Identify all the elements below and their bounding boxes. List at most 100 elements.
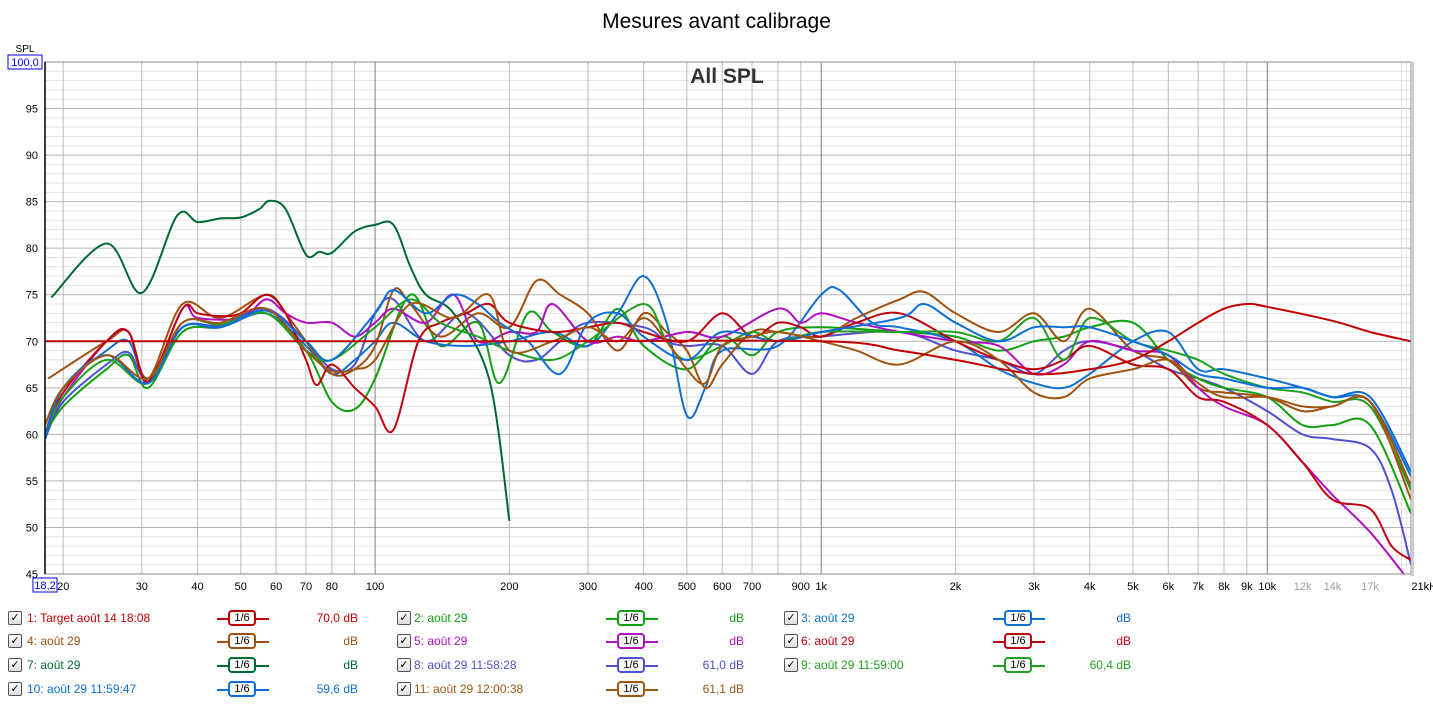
x-tick-label: 12k	[1294, 581, 1312, 593]
smoothing-label: 1/6	[1004, 657, 1032, 673]
level-value: dB	[343, 658, 358, 672]
smoothing-button[interactable]: 1/6	[993, 632, 1045, 652]
x-tick-label: 1k	[815, 581, 827, 593]
legend-label[interactable]: 5: août 29	[414, 634, 468, 648]
x-tick-label: 4k	[1084, 581, 1096, 593]
legend-item-8: ✓ 8: août 29 11:58:28 1/6 61,0 dB	[0, 656, 1433, 676]
legend-label[interactable]: 1: Target août 14 18:08	[27, 611, 151, 625]
x-tick-label: 40	[191, 581, 203, 593]
x-tick-label: 700	[743, 581, 761, 593]
legend-label[interactable]: 6: août 29	[801, 634, 855, 648]
y-tick-label: 90	[26, 150, 38, 162]
smoothing-label: 1/6	[228, 681, 256, 697]
x-tick-label: 17k	[1361, 581, 1379, 593]
legend-label[interactable]: 10: août 29 11:59:47	[27, 682, 137, 696]
visibility-checkbox[interactable]: ✓	[397, 658, 411, 672]
smoothing-button[interactable]: 1/6	[993, 656, 1045, 676]
legend-label[interactable]: 2: août 29	[414, 611, 468, 625]
plot-shadow	[1411, 62, 1414, 576]
legend-item-11: ✓ 11: août 29 12:00:38 1/6 61,1 dB	[0, 680, 1433, 700]
legend-item-3: ✓ 3: août 29 1/6 dB	[0, 609, 1433, 629]
x-tick-label: 900	[792, 581, 810, 593]
series-line-11	[45, 293, 1411, 500]
x-tick-label: 80	[326, 581, 338, 593]
smoothing-button[interactable]: 1/6	[217, 632, 269, 652]
smoothing-label: 1/6	[617, 633, 645, 649]
y-tick-label: 70	[26, 336, 38, 348]
y-tick-label: 60	[26, 429, 38, 441]
visibility-checkbox[interactable]: ✓	[8, 658, 22, 672]
x-tick-label: 400	[634, 581, 652, 593]
x-tick-label: 10k	[1258, 581, 1276, 593]
smoothing-label: 1/6	[1004, 610, 1032, 626]
legend-label[interactable]: 4: août 29	[27, 634, 81, 648]
smoothing-button[interactable]: 1/6	[606, 632, 658, 652]
smoothing-label: 1/6	[617, 657, 645, 673]
legend-label[interactable]: 7: août 29	[27, 658, 81, 672]
x-tick-label: 7k	[1192, 581, 1204, 593]
level-value: dB	[1116, 611, 1131, 625]
legend-label[interactable]: 3: août 29	[801, 611, 855, 625]
y-tick-label: 65	[26, 383, 38, 395]
legend-item-1: ✓ 1: Target août 14 18:08 1/6 70,0 dB	[0, 609, 1433, 629]
y-tick-label: 50	[26, 522, 38, 534]
x-min-box	[32, 577, 58, 593]
x-tick-label: 6k	[1162, 581, 1174, 593]
visibility-checkbox[interactable]: ✓	[397, 611, 411, 625]
level-value: 61,0 dB	[702, 658, 744, 672]
visibility-checkbox[interactable]: ✓	[784, 658, 798, 672]
visibility-checkbox[interactable]: ✓	[784, 611, 798, 625]
series-line-1	[45, 302, 1411, 376]
smoothing-button[interactable]: 1/6	[993, 609, 1045, 629]
x-tick-label: 8k	[1218, 581, 1230, 593]
x-tick-label: 500	[678, 581, 696, 593]
smoothing-button[interactable]: 1/6	[217, 656, 269, 676]
legend-label[interactable]: 11: août 29 12:00:38	[414, 682, 524, 696]
legend-item-9: ✓ 9: août 29 11:59:00 1/6 60,4 dB	[0, 656, 1433, 676]
legend-label[interactable]: 8: août 29 11:58:28	[414, 658, 517, 672]
smoothing-button[interactable]: 1/6	[217, 680, 269, 700]
legend-item-6: ✓ 6: août 29 1/6 dB	[0, 632, 1433, 652]
y-tick-label: 55	[26, 476, 38, 488]
visibility-checkbox[interactable]: ✓	[397, 682, 411, 696]
x-tick-label: 60	[270, 581, 282, 593]
y-tick-label: 85	[26, 197, 38, 209]
level-value: 59,6 dB	[316, 682, 358, 696]
smoothing-button[interactable]: 1/6	[606, 609, 658, 629]
x-tick-label: 70	[300, 581, 312, 593]
x-tick-label: 50	[235, 581, 247, 593]
legend-item-7: ✓ 7: août 29 1/6 dB	[0, 656, 1433, 676]
smoothing-button[interactable]: 1/6	[606, 656, 658, 676]
series-line-7	[50, 199, 511, 522]
x-tick-label: 20	[57, 581, 69, 593]
x-tick-label: 5k	[1127, 581, 1139, 593]
x-tick-label: 200	[500, 581, 518, 593]
x-tick-label: 2k	[950, 581, 962, 593]
y-tick-label: 95	[26, 104, 38, 116]
visibility-checkbox[interactable]: ✓	[8, 634, 22, 648]
smoothing-label: 1/6	[228, 610, 256, 626]
visibility-checkbox[interactable]: ✓	[784, 634, 798, 648]
visibility-checkbox[interactable]: ✓	[397, 634, 411, 648]
y-max-label: 100,0	[11, 57, 39, 69]
legend-label[interactable]: 9: août 29 11:59:00	[801, 658, 904, 672]
plot-area	[45, 62, 1411, 574]
x-tick-label: 600	[713, 581, 731, 593]
y-tick-label: 80	[26, 243, 38, 255]
legend-item-4: ✓ 4: août 29 1/6 dB	[0, 632, 1433, 652]
legend-item-5: ✓ 5: août 29 1/6 dB	[0, 632, 1433, 652]
smoothing-label: 1/6	[1004, 633, 1032, 649]
smoothing-button[interactable]: 1/6	[217, 609, 269, 629]
smoothing-button[interactable]: 1/6	[606, 680, 658, 700]
smoothing-label: 1/6	[228, 657, 256, 673]
x-min-label: 18,2	[34, 580, 55, 592]
visibility-checkbox[interactable]: ✓	[8, 611, 22, 625]
x-tick-label: 100	[366, 581, 384, 593]
visibility-checkbox[interactable]: ✓	[8, 682, 22, 696]
x-tick-label: 9k	[1241, 581, 1253, 593]
series-line-9	[45, 298, 1411, 491]
smoothing-label: 1/6	[617, 681, 645, 697]
level-value: dB	[729, 634, 744, 648]
smoothing-label: 1/6	[228, 633, 256, 649]
